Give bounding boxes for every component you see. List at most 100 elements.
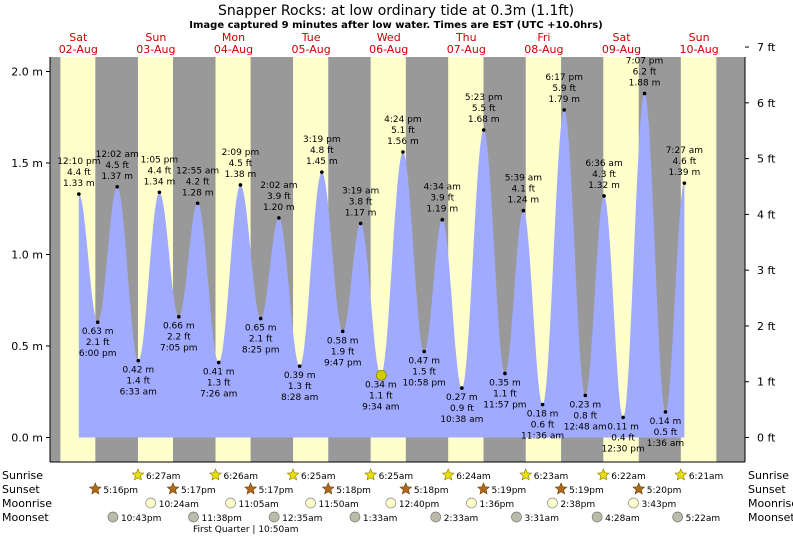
astronomy-rows: Sunrise Sunrise 6:27am 6:26am 6:25am 6:25am 6:… xyxy=(2,468,793,535)
tide-label-line: 4.4 ft xyxy=(67,168,91,178)
left-tick-label: 0.5 m xyxy=(11,340,43,353)
tide-label-line: 7:26 am xyxy=(200,389,237,399)
left-axis-ticks: 0.0 m 0.5 m 1.0 m 1.5 m 2.0 m xyxy=(11,66,50,445)
right-tick-label: 6 ft xyxy=(757,97,776,110)
tide-label-line: 1.79 m xyxy=(548,95,580,105)
tide-point xyxy=(95,320,100,325)
tide-point xyxy=(540,402,545,407)
tide-label-line: 2.2 ft xyxy=(167,333,191,343)
sunset-time: 5:19pm xyxy=(569,486,604,496)
tide-label-line: 1.32 m xyxy=(588,181,620,191)
low-tide-label: 0.41 m1.3 ft7:26 am xyxy=(200,360,237,399)
tide-label-line: 1:05 pm xyxy=(141,155,179,165)
chart-subtitle: Image captured 9 minutes after low water… xyxy=(189,20,602,31)
tide-label-line: 6:33 am xyxy=(120,388,157,398)
tide-point xyxy=(682,181,687,185)
sunset-icon xyxy=(166,482,180,495)
sunrise-icon xyxy=(131,468,145,481)
current-tide-marker xyxy=(375,369,387,381)
tide-label-line: 6:36 am xyxy=(585,159,622,169)
right-tick-label: 4 ft xyxy=(757,208,776,221)
right-tick-label: 5 ft xyxy=(757,153,776,166)
moonrise-icon xyxy=(547,497,558,509)
day-name-label: Sat xyxy=(612,31,631,44)
tide-label-line: 0.35 m xyxy=(489,378,521,388)
sunset-row-label-right: Sunset xyxy=(748,483,786,496)
tide-label-line: 0.4 ft xyxy=(611,433,635,443)
tide-point xyxy=(297,364,302,368)
sunset-icon xyxy=(632,482,646,495)
tide-label-line: 5:23 pm xyxy=(465,93,503,103)
tide-label-line: 0.63 m xyxy=(82,327,114,337)
tide-label-line: 3.9 ft xyxy=(430,194,454,204)
sunset-icon xyxy=(399,482,413,495)
tide-label-line: 1.45 m xyxy=(306,157,338,167)
tide-label-line: 11:36 am xyxy=(521,432,564,442)
right-axis-ticks: 0 ft 1 ft 2 ft 3 ft 4 ft 5 ft 6 ft 7 ft xyxy=(745,41,776,445)
moonset-row-label-right: Moonset xyxy=(748,511,793,524)
moonset-icon xyxy=(591,511,603,523)
moonrise-time: 2:38pm xyxy=(560,500,595,510)
tide-point xyxy=(602,194,606,198)
sunrise-icon xyxy=(596,468,610,481)
moonset-time: 2:33am xyxy=(444,514,479,524)
tide-point xyxy=(663,410,668,414)
tide-point xyxy=(238,183,243,187)
tide-label-line: 6:17 pm xyxy=(545,73,583,83)
high-tide-label: 12:02 am4.5 ft1.37 m xyxy=(96,150,139,189)
tide-label-line: 1.33 m xyxy=(63,179,95,189)
tide-point xyxy=(621,415,625,420)
moonset-row-label-left: Moonset xyxy=(2,511,49,524)
tide-label-line: 0.41 m xyxy=(203,367,235,377)
sunset-icon xyxy=(477,482,490,495)
day-band xyxy=(680,57,717,462)
sunrise-icon xyxy=(441,468,455,481)
tide-label-line: 3:19 am xyxy=(342,186,379,196)
high-tide-label: 6:17 pm5.9 ft1.79 m xyxy=(545,73,583,112)
tide-label-line: 1.28 m xyxy=(182,188,214,198)
tide-label-line: 1:36 am xyxy=(647,439,684,449)
tide-label-line: 12:02 am xyxy=(96,150,139,160)
right-tick-label: 7 ft xyxy=(757,41,776,54)
moonset-time: 10:43pm xyxy=(121,514,161,524)
sunrise-time: 6:27am xyxy=(146,472,181,482)
tide-label-line: 9:47 pm xyxy=(324,358,362,368)
tide-point xyxy=(157,190,162,195)
low-tide-label: 0.39 m1.3 ft8:28 am xyxy=(281,364,318,403)
tide-label-line: 3:19 pm xyxy=(303,135,341,145)
tide-label-line: 4.1 ft xyxy=(512,185,536,195)
tide-label-line: 12:10 pm xyxy=(57,157,100,167)
moonset-time: 11:38pm xyxy=(202,514,242,524)
tide-label-line: 6:00 pm xyxy=(79,349,117,359)
sunrise-time: 6:22am xyxy=(611,472,646,482)
tide-label-line: 0.42 m xyxy=(122,366,154,376)
day-name-label: Wed xyxy=(377,31,401,44)
tide-label-line: 1.38 m xyxy=(225,170,257,180)
low-tide-label: 0.42 m1.4 ft6:33 am xyxy=(120,358,157,398)
tide-label-line: 6.2 ft xyxy=(633,67,657,77)
tide-label-line: 4.2 ft xyxy=(186,177,210,187)
tide-point xyxy=(177,314,181,319)
day-date-label: 09-Aug xyxy=(602,43,641,56)
day-date-label: 06-Aug xyxy=(369,43,408,56)
high-tide-label: 2:09 pm4.5 ft1.38 m xyxy=(222,148,259,187)
tide-label-line: 5.9 ft xyxy=(552,84,576,94)
moonset-icon xyxy=(672,511,684,523)
tide-point xyxy=(440,217,445,222)
tide-label-line: 1.20 m xyxy=(263,203,295,213)
tide-point xyxy=(340,329,345,334)
sunset-time: 5:18pm xyxy=(414,486,449,496)
tide-label-line: 1.1 ft xyxy=(369,391,393,401)
right-tick-label: 0 ft xyxy=(757,432,776,445)
high-tide-label: 12:55 am4.2 ft1.28 m xyxy=(176,166,219,206)
tide-point xyxy=(115,184,120,189)
tide-label-line: 1.3 ft xyxy=(207,378,231,388)
moonset-time: 4:28am xyxy=(605,514,640,524)
tide-label-line: 10:58 pm xyxy=(403,378,446,388)
sunset-time: 5:18pm xyxy=(336,486,371,496)
sunrise-time: 6:21am xyxy=(689,472,724,482)
moonrise-icon xyxy=(305,497,316,509)
